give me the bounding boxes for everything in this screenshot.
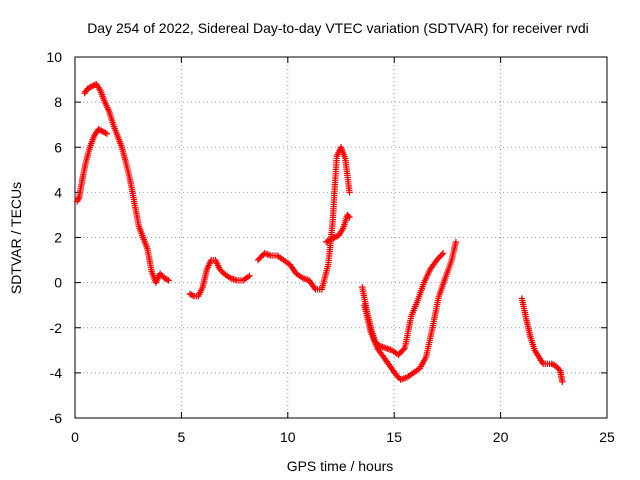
data-point bbox=[161, 274, 168, 282]
data-point bbox=[559, 378, 566, 386]
data-point bbox=[393, 371, 400, 379]
data-point bbox=[158, 271, 165, 279]
data-point bbox=[452, 238, 460, 246]
data-point bbox=[216, 265, 223, 273]
data-point bbox=[75, 195, 82, 202]
data-point bbox=[96, 126, 104, 134]
data-point bbox=[217, 267, 225, 274]
x-tick-label: 20 bbox=[493, 429, 509, 445]
data-point bbox=[164, 276, 171, 283]
y-tick-label: -4 bbox=[50, 365, 63, 381]
data-point bbox=[162, 275, 169, 283]
x-tick-labels: 0 5 10 15 20 25 bbox=[71, 429, 615, 445]
data-point bbox=[103, 130, 111, 137]
data-point bbox=[438, 251, 446, 258]
data-point bbox=[189, 292, 196, 299]
data-point bbox=[331, 234, 338, 241]
data-point bbox=[188, 291, 195, 298]
data-point bbox=[400, 346, 407, 353]
data-points bbox=[73, 80, 566, 386]
data-point bbox=[549, 361, 557, 368]
data-point bbox=[345, 212, 352, 220]
data-point bbox=[99, 128, 106, 135]
data-point bbox=[87, 83, 94, 91]
y-tick-label: -6 bbox=[50, 410, 63, 426]
y-tick-label: 10 bbox=[46, 49, 62, 65]
y-tick-label: -2 bbox=[50, 320, 63, 336]
data-point bbox=[346, 213, 353, 221]
data-point bbox=[85, 84, 93, 92]
data-point bbox=[73, 198, 81, 205]
data-point bbox=[555, 365, 562, 373]
data-point bbox=[98, 127, 105, 134]
x-axis-title: GPS time / hours bbox=[287, 458, 394, 474]
data-point bbox=[100, 129, 108, 136]
data-point bbox=[325, 237, 333, 244]
data-point bbox=[74, 196, 82, 204]
plot-frame bbox=[74, 56, 608, 419]
data-point bbox=[311, 284, 318, 292]
data-point bbox=[548, 360, 555, 368]
data-point bbox=[394, 373, 401, 380]
y-tick-label: 2 bbox=[54, 230, 62, 246]
data-point bbox=[554, 364, 561, 371]
x-tick-label: 15 bbox=[386, 429, 402, 445]
x-tick-label: 5 bbox=[178, 429, 186, 445]
data-point bbox=[156, 270, 164, 277]
data-point bbox=[552, 362, 560, 370]
x-tick-label: 10 bbox=[280, 429, 296, 445]
data-point bbox=[329, 235, 337, 242]
x-tick-label: 25 bbox=[599, 429, 615, 445]
data-point bbox=[322, 238, 330, 246]
y-tick-label: 6 bbox=[54, 139, 62, 155]
data-point bbox=[346, 189, 353, 196]
data-point bbox=[439, 250, 447, 257]
data-point bbox=[84, 85, 91, 92]
data-point bbox=[186, 290, 194, 298]
data-point bbox=[95, 126, 102, 133]
data-point bbox=[332, 233, 340, 240]
data-point bbox=[246, 272, 253, 280]
y-tick-label: 4 bbox=[54, 184, 62, 200]
data-point bbox=[102, 129, 109, 137]
grid-lines bbox=[75, 57, 607, 418]
x-tick-label: 0 bbox=[71, 429, 79, 445]
y-axis-title: SDTVAR / TECUs bbox=[8, 182, 24, 294]
y-tick-label: 8 bbox=[54, 94, 62, 110]
y-tick-label: 0 bbox=[54, 275, 62, 291]
data-point bbox=[328, 235, 335, 243]
data-point bbox=[327, 236, 334, 243]
chart-title: Day 254 of 2022, Sidereal Day-to-day VTE… bbox=[87, 20, 589, 36]
y-tick-labels: -6 -4 -2 0 2 4 6 8 10 bbox=[46, 49, 62, 426]
data-point bbox=[324, 238, 331, 245]
data-point bbox=[165, 277, 172, 284]
